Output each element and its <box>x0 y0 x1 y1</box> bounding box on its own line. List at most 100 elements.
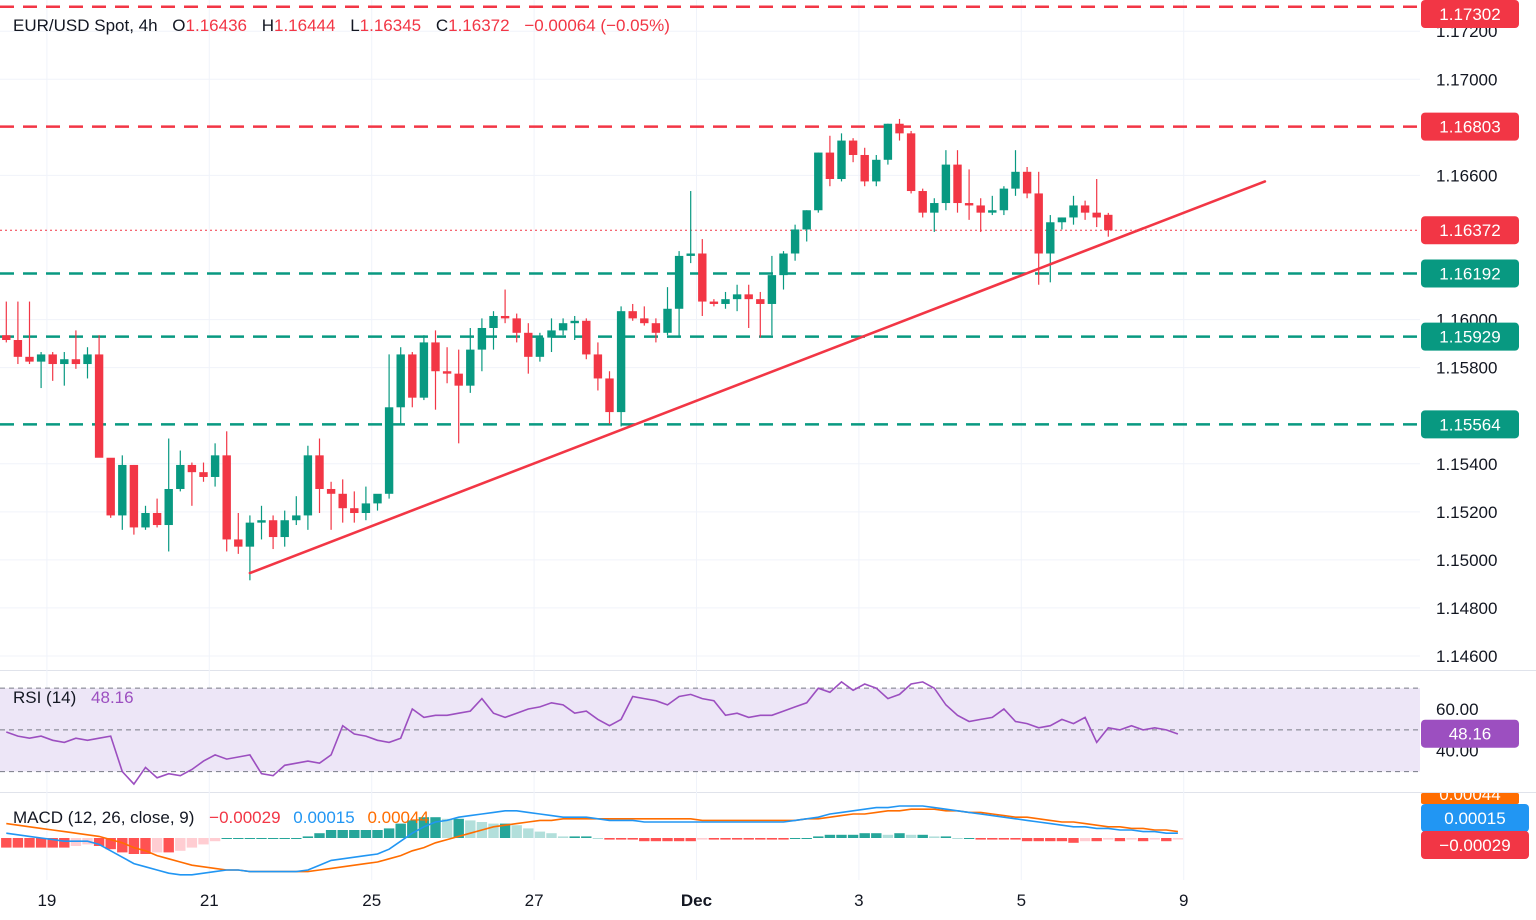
candle-body <box>25 356 34 362</box>
candle-body <box>268 520 278 538</box>
candle <box>71 330 81 369</box>
candle <box>164 438 173 552</box>
macd-histogram-bar <box>1103 838 1114 840</box>
level-tag: 1.16803 <box>1421 112 1519 141</box>
candle <box>245 515 255 581</box>
macd-histogram-bar <box>221 838 232 839</box>
candle <box>535 332 545 362</box>
macd-histogram-bar <box>233 838 244 839</box>
candle <box>988 195 997 216</box>
macd-histogram-bar <box>291 838 302 839</box>
candle-body <box>60 359 69 365</box>
candle <box>292 496 301 526</box>
macd-histogram-bar <box>198 838 209 845</box>
time-axis[interactable]: 19 21 25 27 Dec 3 5 9 <box>37 891 1188 910</box>
candle-body <box>570 320 579 324</box>
candle <box>315 438 324 514</box>
level-tag: 1.15564 <box>1421 410 1519 439</box>
macd-tag: −0.00029 <box>1421 831 1529 859</box>
price-axis[interactable]: 1.172001.170001.166001.160001.158001.154… <box>1436 22 1497 760</box>
close-value: 1.16372 <box>448 16 509 35</box>
candle-body <box>930 203 939 213</box>
candle <box>1046 215 1055 283</box>
candle <box>106 457 115 518</box>
candle <box>338 479 347 523</box>
macd-histogram-bar <box>627 838 638 840</box>
chart-header: EUR/USD Spot, 4h O1.16436 H1.16444 L1.16… <box>13 16 670 35</box>
candle-body <box>373 493 382 504</box>
candle <box>257 505 266 540</box>
macd-histogram-bar <box>963 838 975 839</box>
macd-tag-text: 0.00044 <box>1439 785 1500 804</box>
open-value: 1.16436 <box>186 16 247 35</box>
candle <box>2 301 11 343</box>
macd-histogram-bar <box>465 820 476 838</box>
candle <box>199 462 208 482</box>
macd-histogram-bar <box>905 834 917 838</box>
candle <box>48 352 57 381</box>
candle-body <box>234 539 243 547</box>
candle-body <box>721 299 730 304</box>
candle <box>918 188 927 218</box>
level-tag: 1.16192 <box>1421 259 1519 288</box>
candle <box>616 306 626 427</box>
level-tag-bg <box>1421 112 1519 141</box>
macd-histogram-bar <box>1126 838 1137 840</box>
candle-body <box>1080 205 1090 213</box>
candle <box>1092 179 1101 228</box>
low-label: L <box>350 16 359 35</box>
candle-body <box>164 488 173 526</box>
macd-histogram-bar <box>256 838 267 839</box>
candle-body <box>71 359 81 365</box>
candle <box>187 462 197 506</box>
candle-body <box>1046 222 1055 254</box>
candle <box>1069 195 1078 225</box>
macd-histogram-bar <box>1091 838 1102 842</box>
macd-histogram-bar <box>441 818 453 838</box>
macd-histogram-bar <box>337 830 348 838</box>
candle <box>570 315 579 341</box>
candle-body <box>118 464 127 516</box>
macd-histogram-bar <box>523 828 534 838</box>
candle-body <box>361 503 371 514</box>
level-tag-text: 1.16192 <box>1439 264 1500 283</box>
candle-body <box>2 335 11 341</box>
macd-histogram-bar <box>175 838 186 851</box>
time-tick-label: 5 <box>1017 891 1026 910</box>
macd-histogram-bar <box>1021 838 1033 842</box>
macd-value: −0.00029 <box>209 808 280 827</box>
candle-body <box>732 294 742 300</box>
candle-body <box>176 464 185 489</box>
candle <box>419 335 429 401</box>
macd-histogram-bar <box>1045 838 1056 842</box>
level-tag-bg <box>1421 0 1519 28</box>
macd-histogram-bar <box>302 836 314 838</box>
candle <box>756 291 765 338</box>
level-tag-text: 1.16803 <box>1439 118 1500 137</box>
macd-histogram-bar <box>267 838 279 839</box>
price-tick-label: 1.17000 <box>1436 70 1497 89</box>
candle-body <box>129 464 139 528</box>
candle <box>210 443 220 487</box>
macd-histogram-bar <box>731 838 743 840</box>
candle <box>350 491 359 523</box>
candle <box>303 445 313 530</box>
candle-body <box>152 513 162 526</box>
macd-histogram-bar <box>615 838 627 840</box>
macd-legend: MACD (12, 26, close, 9) −0.00029 0.00015… <box>13 808 429 827</box>
macd-tag-bg <box>1421 804 1529 832</box>
macd-histogram-bar <box>209 838 221 842</box>
candle <box>268 515 278 550</box>
candle-body <box>500 315 510 319</box>
trendline <box>248 180 1267 575</box>
candle-body <box>883 123 893 160</box>
candle-body <box>13 340 23 357</box>
candle <box>709 299 719 307</box>
macd-histogram-bar <box>47 838 58 848</box>
candle-body <box>1034 193 1043 254</box>
macd-histogram-bar <box>836 834 847 838</box>
macd-histogram-bar <box>59 838 70 848</box>
candle-body <box>651 323 661 333</box>
candle-body <box>535 337 545 357</box>
